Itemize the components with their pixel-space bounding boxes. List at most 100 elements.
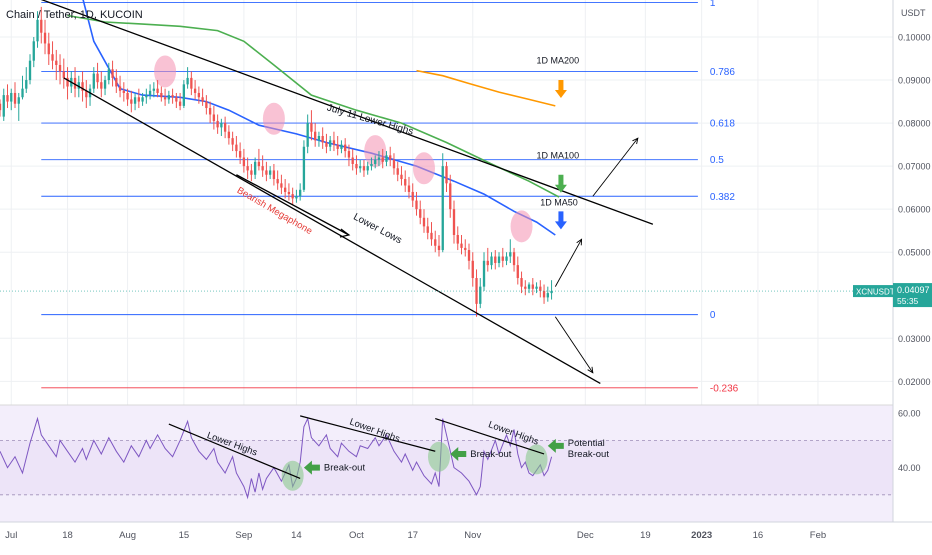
candle-body bbox=[212, 114, 216, 121]
candle-body bbox=[479, 286, 482, 304]
candle-body bbox=[36, 19, 39, 42]
chart-title: Chain / Tether, 1D, KUCOIN bbox=[6, 9, 143, 21]
candle-body bbox=[167, 95, 171, 100]
candle-body bbox=[445, 166, 448, 184]
candle-body bbox=[163, 97, 167, 100]
candle-body bbox=[246, 166, 249, 171]
candle-body bbox=[66, 77, 69, 87]
candle-body bbox=[497, 256, 501, 263]
candle-body bbox=[381, 157, 384, 162]
candle-body bbox=[456, 234, 459, 244]
symbol-tag-label: XCNUSDT bbox=[856, 288, 895, 297]
projection-arrow bbox=[554, 316, 594, 373]
candle-body bbox=[340, 144, 343, 149]
megaphone-arrow bbox=[236, 174, 350, 236]
highlight-circle bbox=[262, 102, 285, 135]
candle-body bbox=[137, 97, 140, 102]
candle-body bbox=[103, 80, 107, 89]
price-tick-label: 0.09000 bbox=[898, 76, 931, 86]
candle-body bbox=[396, 168, 399, 175]
candle-body bbox=[452, 209, 456, 235]
candle-body bbox=[111, 69, 114, 78]
highlight-circle bbox=[510, 210, 533, 243]
projection-arrow bbox=[592, 137, 639, 197]
candle-body bbox=[201, 97, 204, 102]
candle-body bbox=[336, 144, 339, 149]
candle-body bbox=[441, 166, 444, 251]
candle-body bbox=[175, 97, 178, 102]
candle-body bbox=[355, 163, 358, 169]
highlight-circles bbox=[154, 55, 533, 243]
candle-body bbox=[178, 101, 182, 106]
last-price-tag bbox=[893, 283, 932, 308]
fib-level-label: 0 bbox=[710, 310, 716, 321]
highlight-circle bbox=[412, 152, 435, 185]
candle-body bbox=[182, 84, 186, 106]
candle-body bbox=[261, 166, 264, 171]
candle-body bbox=[51, 54, 54, 61]
last-price-value: 0.04097 bbox=[897, 285, 930, 295]
candle-body bbox=[419, 209, 422, 218]
candle-body bbox=[115, 77, 118, 87]
candle-body bbox=[539, 286, 542, 291]
ma-line bbox=[416, 69, 556, 107]
candle-body bbox=[130, 99, 133, 104]
potential-breakout-label: Break-out bbox=[568, 449, 610, 460]
candle-body bbox=[407, 185, 411, 192]
candle-body bbox=[190, 77, 193, 89]
candle-body bbox=[250, 170, 253, 175]
axis-background bbox=[893, 0, 932, 550]
breakout-arrow bbox=[547, 438, 564, 453]
candle-body bbox=[321, 136, 324, 143]
candle-body bbox=[235, 144, 238, 152]
candles bbox=[0, 6, 553, 317]
candle-body bbox=[73, 77, 77, 89]
candle-body bbox=[141, 97, 144, 102]
symbol-tag bbox=[853, 285, 893, 298]
bearish-megaphone-label: Bearish Megaphone bbox=[235, 185, 314, 237]
candle-body bbox=[415, 200, 418, 210]
candle-body bbox=[512, 252, 516, 266]
rsi-tick-label: 60.00 bbox=[898, 409, 921, 419]
candle-body bbox=[347, 151, 351, 158]
july-11-lower-highs-label: July 11 Lower Highs bbox=[326, 102, 415, 137]
time-tick-label: 14 bbox=[291, 530, 302, 541]
candle-body bbox=[92, 73, 95, 89]
time-tick-label: Feb bbox=[810, 530, 826, 541]
candle-body bbox=[231, 138, 234, 145]
candle-body bbox=[156, 88, 159, 93]
fib-level-label: -0.236 bbox=[710, 383, 739, 394]
candle-body bbox=[306, 123, 309, 147]
moving-averages bbox=[67, 0, 560, 236]
candle-body bbox=[531, 284, 534, 289]
candle-body bbox=[126, 92, 129, 100]
candle-body bbox=[501, 256, 504, 261]
candle-body bbox=[550, 290, 553, 294]
candle-body bbox=[186, 77, 189, 85]
candle-body bbox=[242, 157, 246, 167]
candle-body bbox=[81, 82, 84, 91]
ma50-down-arrow bbox=[554, 211, 567, 230]
candle-body bbox=[21, 88, 24, 98]
candle-body bbox=[434, 239, 437, 246]
ma-line bbox=[82, 0, 556, 236]
fib-level-label: 0.382 bbox=[710, 192, 735, 203]
candle-body bbox=[58, 64, 62, 72]
candle-body bbox=[471, 260, 474, 279]
candle-body bbox=[377, 157, 381, 160]
candle-body bbox=[238, 151, 242, 158]
candle-body bbox=[10, 92, 13, 102]
time-tick-label: Sep bbox=[235, 530, 252, 541]
candle-body bbox=[464, 247, 467, 251]
time-tick-label: Oct bbox=[349, 530, 364, 541]
candle-body bbox=[389, 155, 392, 160]
candle-body bbox=[546, 293, 549, 298]
candle-body bbox=[509, 252, 512, 257]
ma-line bbox=[67, 14, 560, 198]
candle-body bbox=[329, 140, 332, 147]
candle-body bbox=[0, 103, 2, 111]
candle-body bbox=[430, 232, 433, 240]
lower-lows-label: Lower Lows bbox=[351, 212, 403, 247]
